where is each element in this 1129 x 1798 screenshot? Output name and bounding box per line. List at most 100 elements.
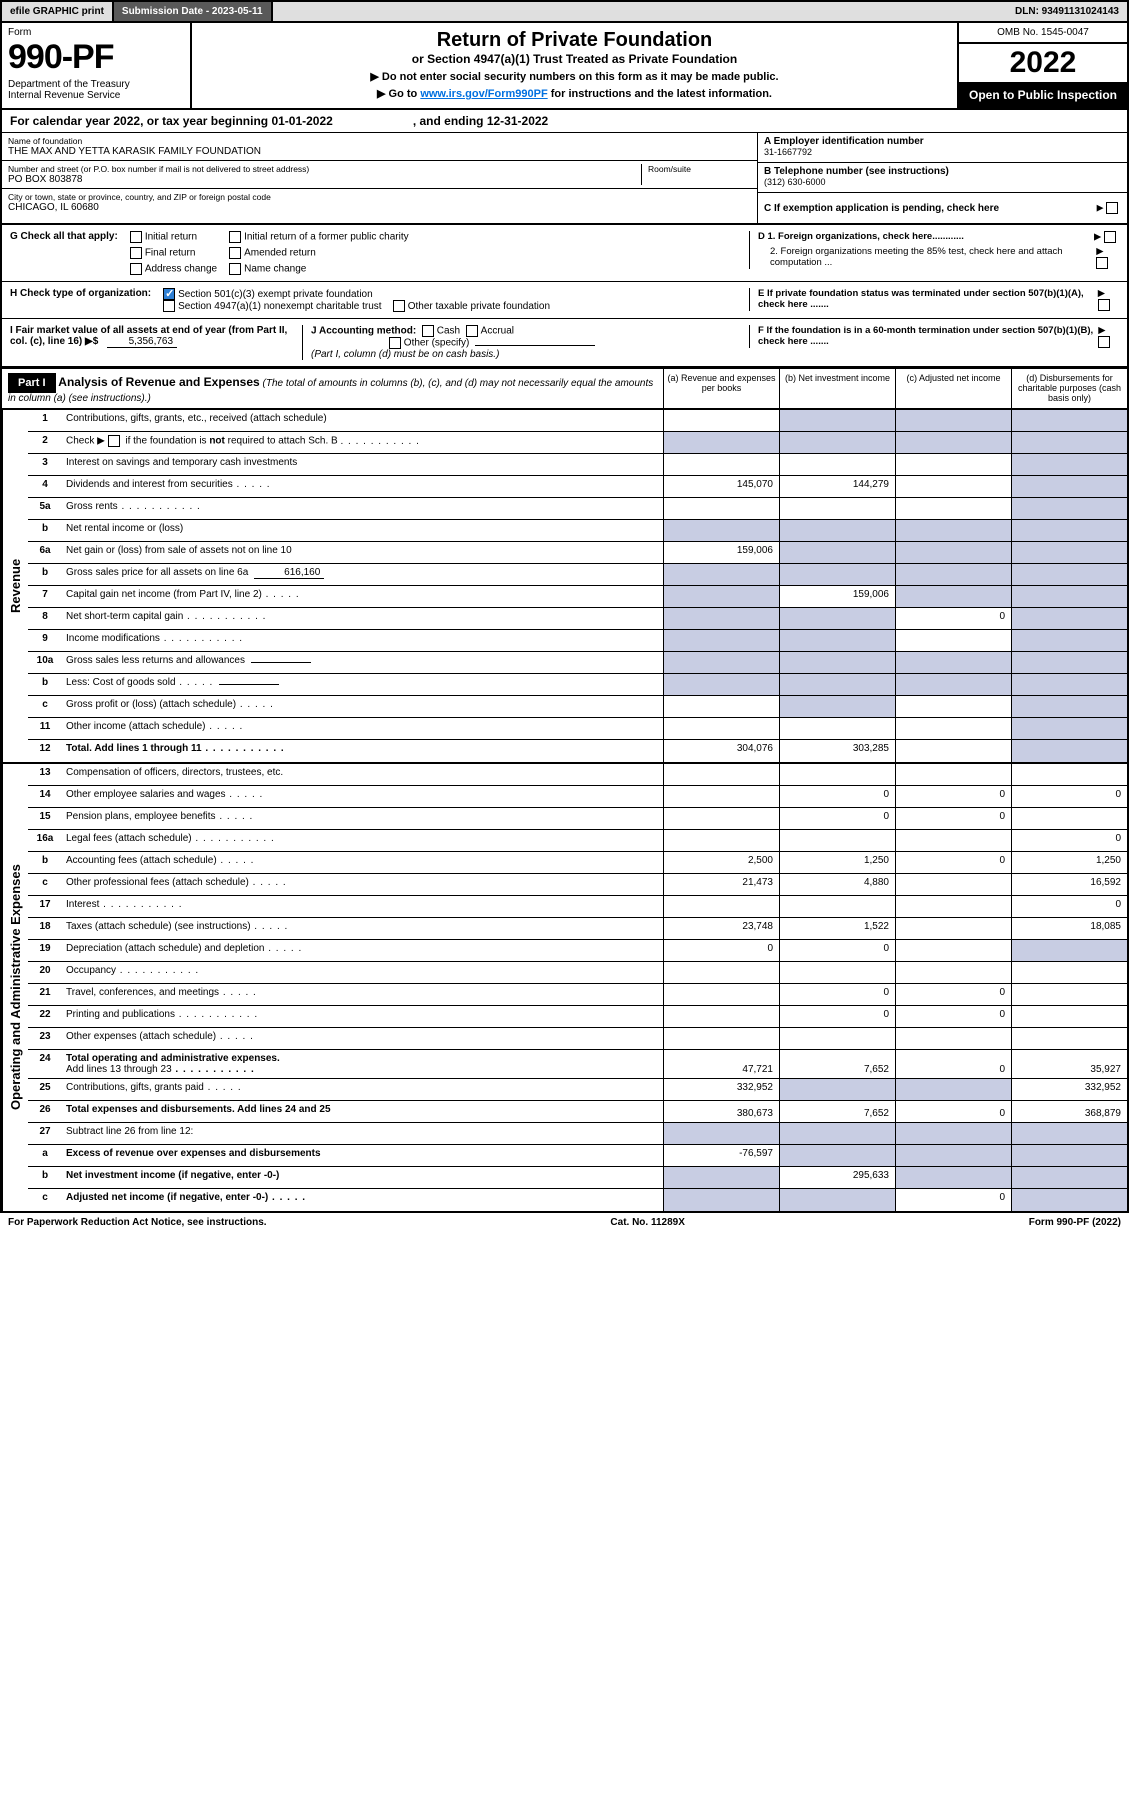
row13-desc: Compensation of officers, directors, tru… <box>62 764 663 785</box>
row18-desc: Taxes (attach schedule) (see instruction… <box>62 918 663 939</box>
part1-desc: Part I Analysis of Revenue and Expenses … <box>2 369 663 408</box>
h-label: H Check type of organization: <box>10 288 151 299</box>
h-other-checkbox[interactable] <box>393 300 405 312</box>
exempt-arrow: ▶ <box>1097 202 1121 214</box>
initial-former-label: Initial return of a former public charit… <box>244 232 409 243</box>
row25-desc: Contributions, gifts, grants paid <box>62 1079 663 1100</box>
city: CHICAGO, IL 60680 <box>8 202 751 213</box>
revenue-section: Revenue 1Contributions, gifts, grants, e… <box>0 410 1129 764</box>
final-return-checkbox[interactable] <box>130 247 142 259</box>
e-checkbox[interactable] <box>1098 299 1110 311</box>
r24-c: 0 <box>895 1050 1011 1078</box>
f-section: F If the foundation is in a 60-month ter… <box>749 325 1119 348</box>
h-4947-label: Section 4947(a)(1) nonexempt charitable … <box>178 301 381 312</box>
j-other-checkbox[interactable] <box>389 337 401 349</box>
info-block: Name of foundation THE MAX AND YETTA KAR… <box>0 133 1129 225</box>
r22-b: 0 <box>779 1006 895 1027</box>
exempt-checkbox[interactable] <box>1106 202 1118 214</box>
row8-desc: Net short-term capital gain <box>62 608 663 629</box>
city-label: City or town, state or province, country… <box>8 192 751 202</box>
note2-suffix: for instructions and the latest informat… <box>548 88 772 100</box>
ein-row: A Employer identification number 31-1667… <box>758 133 1127 163</box>
r4-b: 144,279 <box>779 476 895 497</box>
r25-d: 332,952 <box>1011 1079 1127 1100</box>
i-value: 5,356,763 <box>107 336 177 348</box>
note-link: ▶ Go to www.irs.gov/Form990PF for instru… <box>202 87 947 100</box>
address: PO BOX 803878 <box>8 174 641 185</box>
amended-checkbox[interactable] <box>229 247 241 259</box>
addr-change-checkbox[interactable] <box>130 263 142 275</box>
row23-desc: Other expenses (attach schedule) <box>62 1028 663 1049</box>
room-label: Room/suite <box>648 164 751 174</box>
address-row: Number and street (or P.O. box number if… <box>2 161 757 189</box>
addr-label: Number and street (or P.O. box number if… <box>8 164 641 174</box>
r19-b: 0 <box>779 940 895 961</box>
header-left: Form 990-PF Department of the Treasury I… <box>2 23 192 108</box>
row16c-desc: Other professional fees (attach schedule… <box>62 874 663 895</box>
exempt-row: C If exemption application is pending, c… <box>758 193 1127 223</box>
col-b-header: (b) Net investment income <box>779 369 895 408</box>
form-instructions-link[interactable]: www.irs.gov/Form990PF <box>420 88 547 100</box>
f-checkbox[interactable] <box>1098 336 1110 348</box>
r18-d: 18,085 <box>1011 918 1127 939</box>
city-row: City or town, state or province, country… <box>2 189 757 216</box>
form-label: Form <box>8 27 184 38</box>
r24-d: 35,927 <box>1011 1050 1127 1078</box>
form-subtitle: or Section 4947(a)(1) Trust Treated as P… <box>202 52 947 66</box>
info-right: A Employer identification number 31-1667… <box>757 133 1127 223</box>
j-accrual-checkbox[interactable] <box>466 325 478 337</box>
ein-value: 31-1667792 <box>764 147 1121 157</box>
initial-return-checkbox[interactable] <box>130 231 142 243</box>
r27b-b: 295,633 <box>779 1167 895 1188</box>
row2-checkbox[interactable] <box>108 435 120 447</box>
r17-d: 0 <box>1011 896 1127 917</box>
r14-b: 0 <box>779 786 895 807</box>
revenue-body: 1Contributions, gifts, grants, etc., rec… <box>28 410 1127 762</box>
row14-desc: Other employee salaries and wages <box>62 786 663 807</box>
j-section: J Accounting method: Cash Accrual Other … <box>302 325 737 360</box>
calendar-year-row: For calendar year 2022, or tax year begi… <box>0 110 1129 133</box>
row19-desc: Depreciation (attach schedule) and deple… <box>62 940 663 961</box>
row10a-desc: Gross sales less returns and allowances <box>62 652 663 673</box>
efile-label: efile GRAPHIC print <box>2 2 112 21</box>
j-cash-checkbox[interactable] <box>422 325 434 337</box>
top-bar: efile GRAPHIC print Submission Date - 20… <box>0 0 1129 23</box>
amended-label: Amended return <box>244 248 316 259</box>
part1-title: Analysis of Revenue and Expenses <box>58 375 259 389</box>
addr-change-label: Address change <box>145 264 217 275</box>
d2-checkbox[interactable] <box>1096 257 1108 269</box>
h-4947-checkbox[interactable] <box>163 300 175 312</box>
h-501c3-checkbox[interactable] <box>163 288 175 300</box>
row27b-desc: Net investment income (if negative, ente… <box>62 1167 663 1188</box>
r22-c: 0 <box>895 1006 1011 1027</box>
r16c-a: 21,473 <box>663 874 779 895</box>
r12-b: 303,285 <box>779 740 895 762</box>
r16c-d: 16,592 <box>1011 874 1127 895</box>
form-header: Form 990-PF Department of the Treasury I… <box>0 23 1129 110</box>
row10c-desc: Gross profit or (loss) (attach schedule) <box>62 696 663 717</box>
row4-desc: Dividends and interest from securities <box>62 476 663 497</box>
col-d-header: (d) Disbursements for charitable purpose… <box>1011 369 1127 408</box>
name-change-label: Name change <box>244 264 306 275</box>
name-change-checkbox[interactable] <box>229 263 241 275</box>
d1-checkbox[interactable] <box>1104 231 1116 243</box>
check-row-h: H Check type of organization: Section 50… <box>0 282 1129 319</box>
exempt-label: C If exemption application is pending, c… <box>764 203 999 214</box>
r16b-d: 1,250 <box>1011 852 1127 873</box>
r25-a: 332,952 <box>663 1079 779 1100</box>
r26-b: 7,652 <box>779 1101 895 1122</box>
r15-b: 0 <box>779 808 895 829</box>
r21-c: 0 <box>895 984 1011 1005</box>
footer-right: Form 990-PF (2022) <box>1029 1217 1121 1228</box>
initial-former-checkbox[interactable] <box>229 231 241 243</box>
row1-desc: Contributions, gifts, grants, etc., rece… <box>62 410 663 431</box>
name-label: Name of foundation <box>8 136 751 146</box>
d-section: D 1. Foreign organizations, check here..… <box>749 231 1119 269</box>
e-section: E If private foundation status was termi… <box>749 288 1119 311</box>
j-label: J Accounting method: <box>311 326 416 337</box>
col-a-header: (a) Revenue and expenses per books <box>663 369 779 408</box>
row16b-desc: Accounting fees (attach schedule) <box>62 852 663 873</box>
col-c-header: (c) Adjusted net income <box>895 369 1011 408</box>
j-other-input[interactable] <box>475 345 595 346</box>
row5b-desc: Net rental income or (loss) <box>62 520 663 541</box>
